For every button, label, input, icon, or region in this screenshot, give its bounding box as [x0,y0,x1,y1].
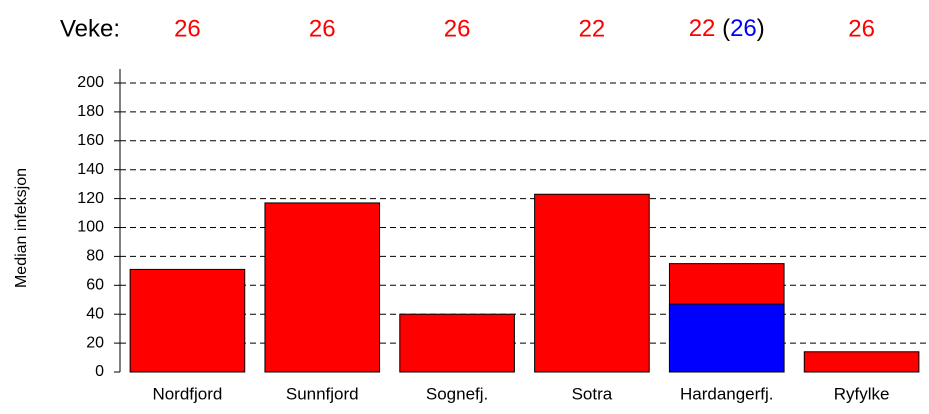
y-tick-label: 80 [86,248,104,265]
bracket: ( [722,15,730,42]
y-tick-label: 200 [77,74,104,91]
x-tick-label: Nordfjord [152,384,222,403]
x-tick-label: Hardangerfj. [680,384,774,403]
bar [129,268,246,373]
bar [668,303,785,373]
y-tick-label: 60 [86,277,104,294]
y-tick-label: 20 [86,334,104,351]
week-label: 26 [309,15,336,42]
bar [534,193,650,373]
x-tick-label: Sotra [572,384,613,403]
week-label: 26 [444,15,471,42]
week-label: 22 [579,15,606,42]
y-axis-label: Median infeksjon [13,168,30,288]
bracket: ) [757,15,765,42]
y-tick-label: 140 [77,161,104,178]
x-tick-label: Sognefj. [426,384,488,403]
week-label: 26 [848,15,875,42]
bar [803,351,920,373]
bar [399,313,515,373]
y-tick-label: 180 [77,103,104,120]
x-tick-label: Sunnfjord [286,384,359,403]
y-tick-label: 120 [77,190,104,207]
y-tick-label: 40 [86,305,104,322]
y-tick-label: 160 [77,132,104,149]
y-tick-label: 100 [77,219,104,236]
bar [264,202,381,373]
week-label: 26 [174,15,201,42]
x-tick-label: Ryfylke [834,384,890,403]
y-tick-label: 0 [95,363,104,380]
week-title: Veke: [60,15,120,42]
week-value: 26 [730,15,757,42]
week-value: 22 [689,15,716,42]
week-label: 22 (26) [689,15,765,42]
